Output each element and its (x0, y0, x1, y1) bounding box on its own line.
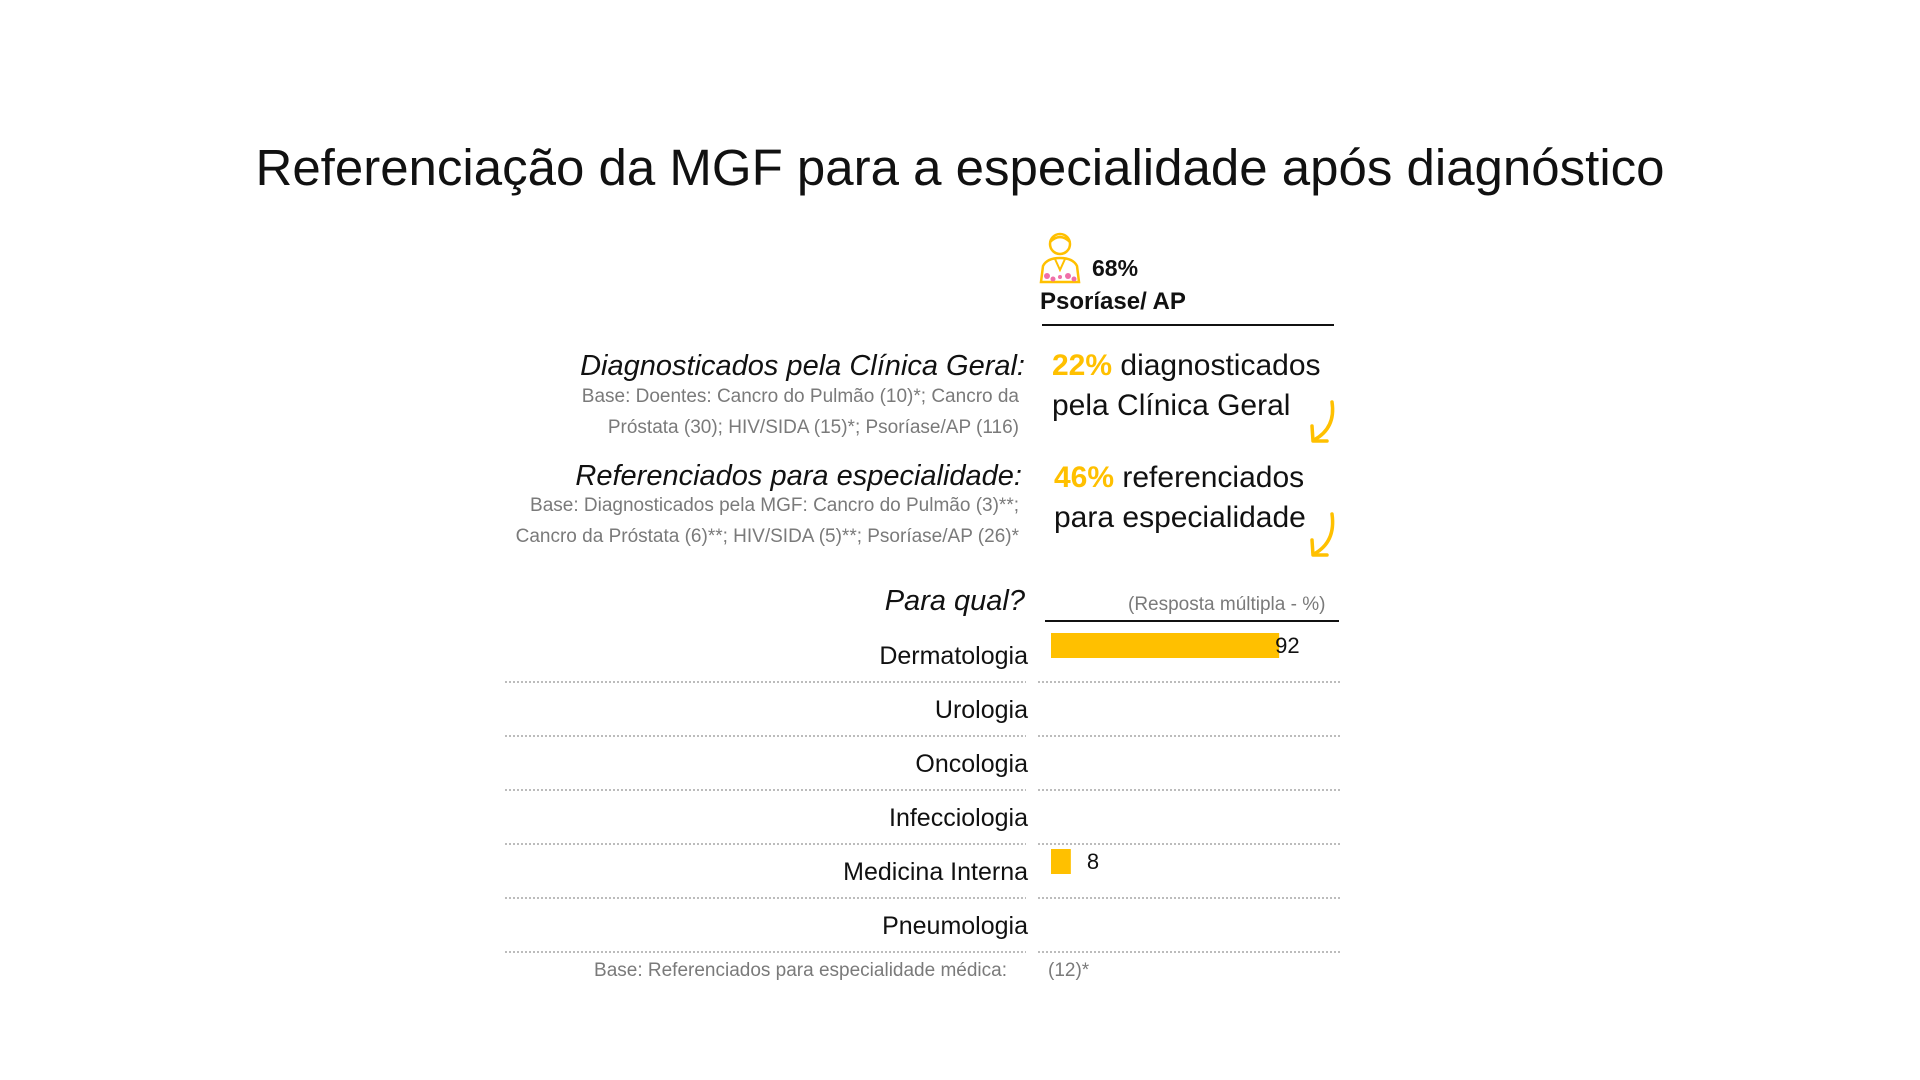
question-note: (Resposta múltipla - %) (1128, 594, 1326, 615)
diagnosed-base-note: Base: Doentes: Cancro do Pulmão (10)*; C… (582, 381, 1019, 443)
diagnosed-stat: 22% diagnosticados pela Clínica Geral (1052, 346, 1321, 426)
referred-stat-text-1: referenciados (1114, 461, 1305, 494)
diagnosed-base-line-1: Base: Doentes: Cancro do Pulmão (10)*; C… (581, 386, 1019, 407)
referred-base-line-1: Base: Diagnosticados pela MGF: Cancro do… (530, 495, 1019, 516)
referred-stat-text-2: para especialidade (1054, 501, 1306, 534)
header-divider (1042, 324, 1334, 326)
referred-label: Referenciados para especialidade: (575, 460, 1022, 492)
category-label: Oncologia (915, 750, 1028, 778)
referred-stat: 46% referenciados para especialidade (1054, 458, 1306, 538)
curved-arrow-icon (1304, 398, 1340, 446)
bar (1051, 633, 1280, 658)
header-percent: 68% (1092, 255, 1139, 281)
referred-base-line-2: Cancro da Próstata (6)**; HIV/SIDA (5)**… (515, 526, 1019, 547)
category-label: Medicina Interna (843, 858, 1028, 886)
chart-header-divider (1045, 620, 1339, 622)
diagnosed-stat-text-2: pela Clínica Geral (1052, 389, 1291, 422)
diagnosed-stat-text-1: diagnosticados (1112, 349, 1321, 382)
page-title: Referenciação da MGF para a especialidad… (255, 139, 1665, 196)
diagnosed-label: Diagnosticados pela Clínica Geral: (580, 350, 1025, 382)
category-label: Pneumologia (882, 912, 1028, 940)
bar (1051, 849, 1071, 874)
footer-base-label: Base: Referenciados para especialidade m… (594, 960, 1007, 981)
curved-arrow-icon (1304, 510, 1340, 560)
footer-base-value: (12)* (1048, 960, 1090, 981)
bar-value-label: 8 (1087, 849, 1099, 874)
category-label: Dermatologia (879, 642, 1028, 670)
category-label: Infecciologia (889, 804, 1028, 832)
question-label: Para qual? (884, 585, 1025, 617)
person-icon (1037, 230, 1083, 284)
diagnosed-base-line-2: Próstata (30); HIV/SIDA (15)*; Psoríase/… (607, 417, 1019, 438)
diagnosed-stat-value: 22% (1052, 349, 1113, 382)
category-label: Urologia (935, 696, 1028, 724)
referred-stat-value: 46% (1054, 461, 1115, 494)
bar-value-label: 92 (1275, 633, 1299, 658)
header-group-label: Psoríase/ AP (1040, 288, 1186, 315)
referred-base-note: Base: Diagnosticados pela MGF: Cancro do… (516, 490, 1019, 552)
